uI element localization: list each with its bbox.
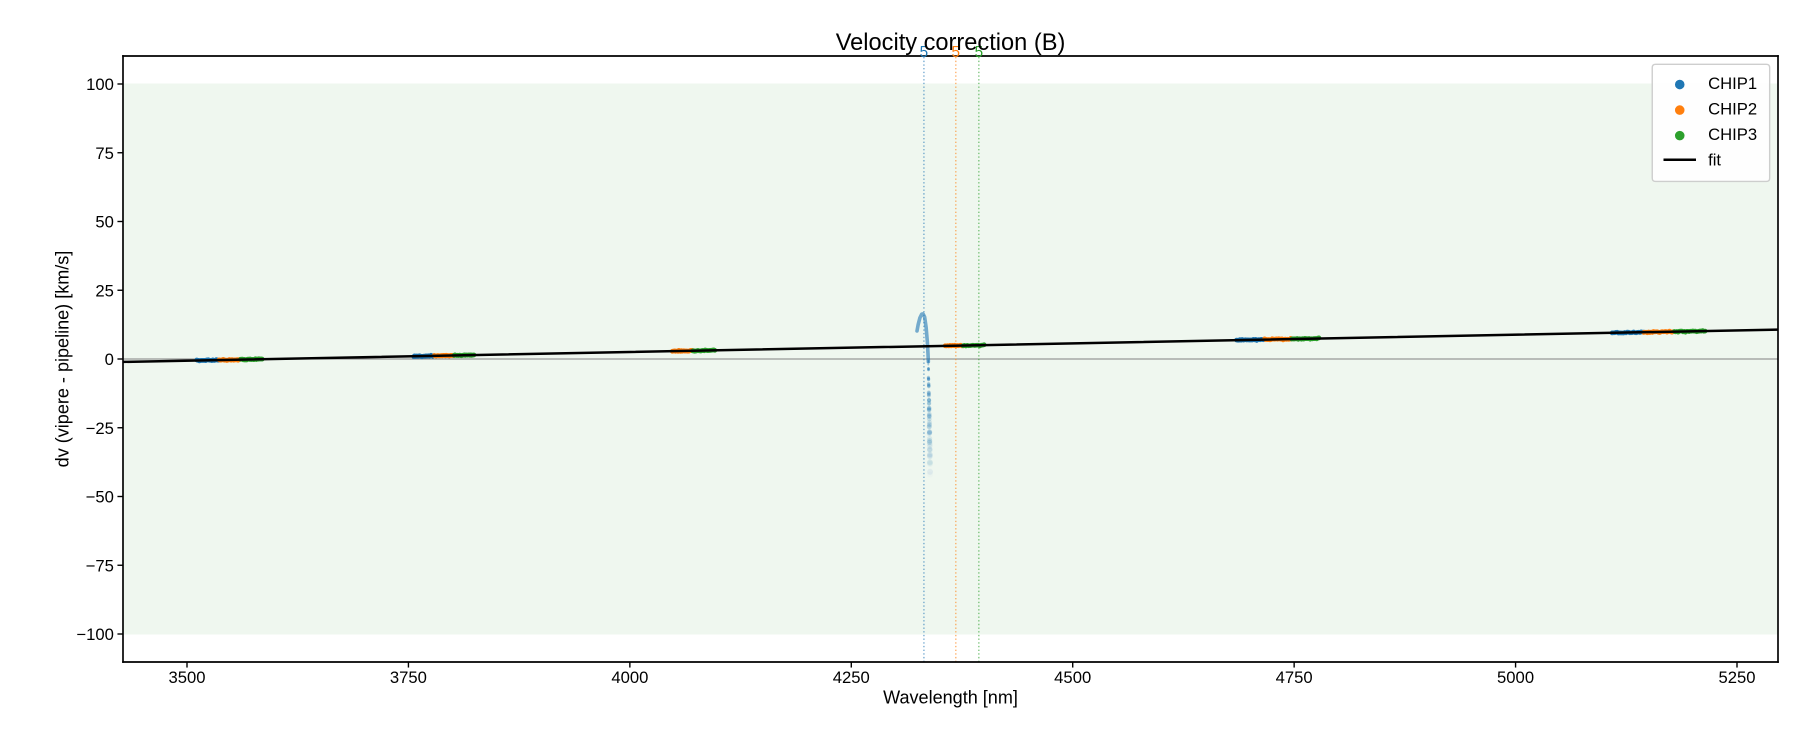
- svg-text:−75: −75: [86, 556, 114, 575]
- svg-text:4000: 4000: [611, 668, 648, 687]
- svg-text:3500: 3500: [168, 668, 205, 687]
- svg-text:3750: 3750: [390, 668, 427, 687]
- svg-text:−25: −25: [86, 419, 114, 438]
- svg-text:4500: 4500: [1054, 668, 1091, 687]
- svg-text:Wavelength [nm]: Wavelength [nm]: [883, 688, 1018, 708]
- svg-text:25: 25: [95, 281, 114, 300]
- svg-text:−50: −50: [86, 488, 114, 507]
- svg-text:75: 75: [95, 144, 114, 163]
- svg-text:0: 0: [105, 350, 114, 369]
- svg-text:CHIP3: CHIP3: [1708, 125, 1757, 144]
- svg-text:CHIP1: CHIP1: [1708, 74, 1757, 93]
- svg-text:fit: fit: [1708, 151, 1721, 170]
- svg-text:5250: 5250: [1718, 668, 1755, 687]
- svg-text:dv (vipere - pipeline) [km/s]: dv (vipere - pipeline) [km/s]: [53, 251, 73, 468]
- svg-text:4250: 4250: [833, 668, 870, 687]
- svg-text:4750: 4750: [1276, 668, 1313, 687]
- svg-text:5000: 5000: [1497, 668, 1534, 687]
- svg-text:50: 50: [95, 213, 114, 232]
- svg-text:CHIP2: CHIP2: [1708, 99, 1757, 118]
- svg-text:−100: −100: [76, 625, 114, 644]
- svg-text:100: 100: [86, 75, 114, 94]
- svg-text:Velocity correction (B): Velocity correction (B): [836, 30, 1066, 56]
